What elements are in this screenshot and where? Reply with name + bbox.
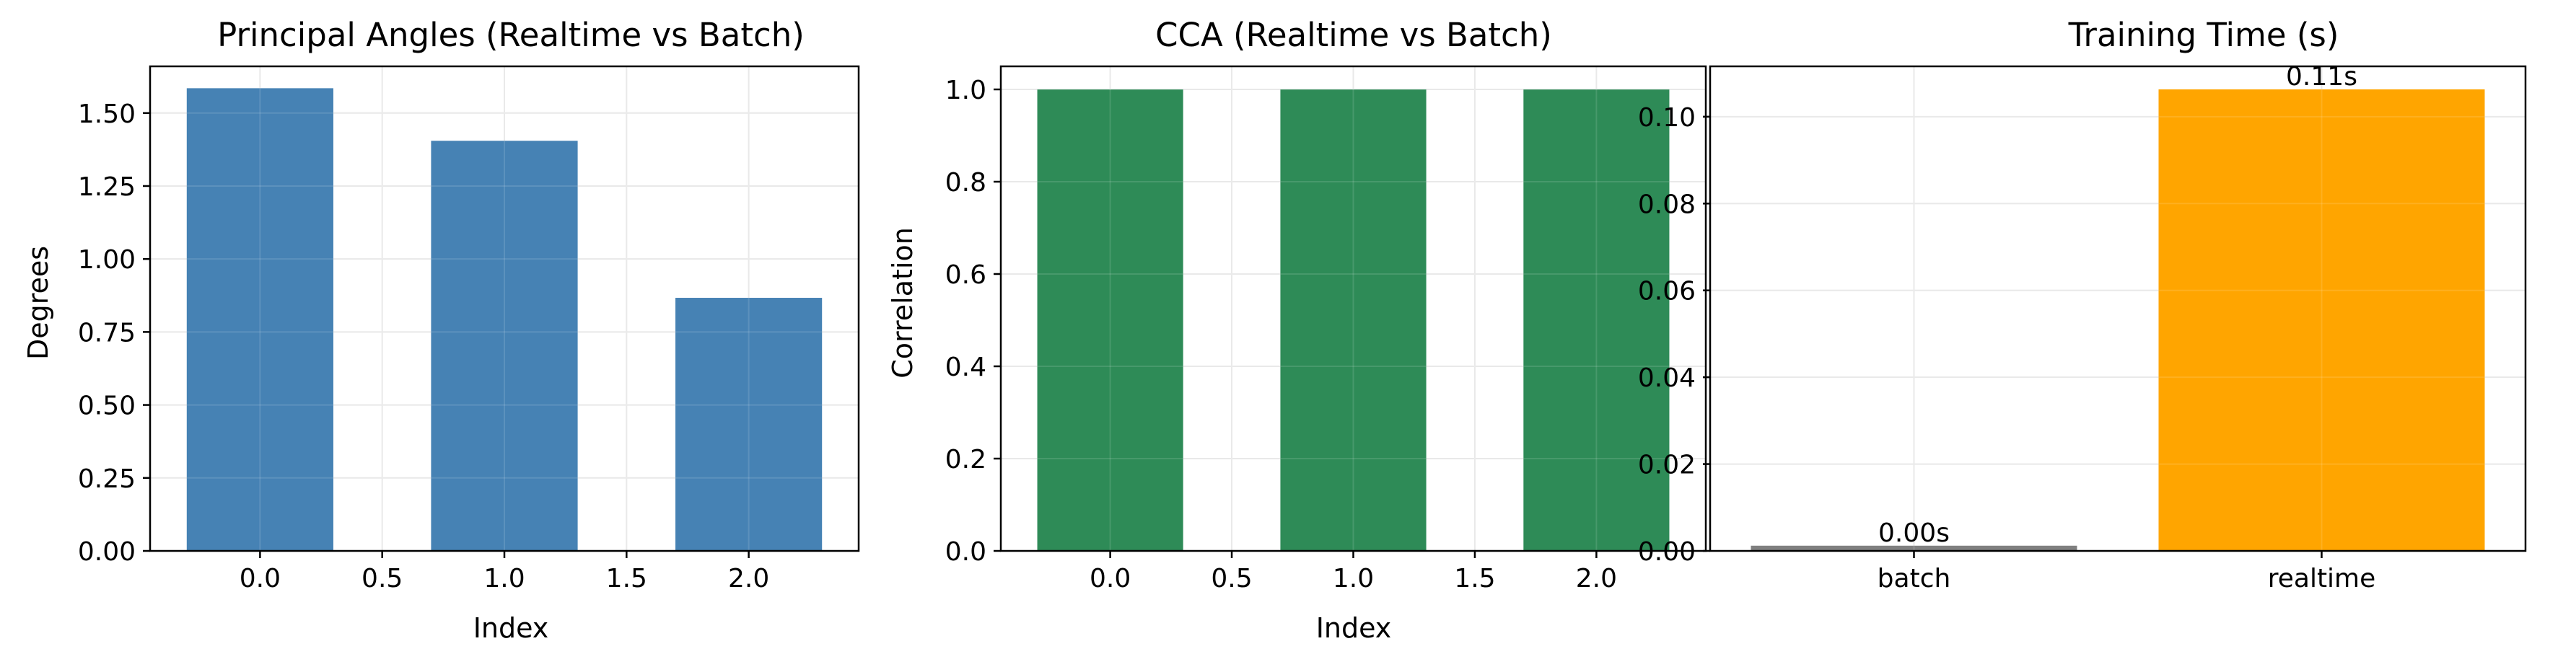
x-tick-label: 1.5	[1454, 564, 1495, 593]
x-tick-label: 0.5	[1211, 564, 1252, 593]
y-axis-label: Correlation	[887, 227, 919, 379]
x-tick-label: 0.0	[240, 564, 281, 593]
y-tick-label: 0.2	[945, 445, 986, 474]
x-tick-label: realtime	[2268, 564, 2376, 593]
bar	[675, 298, 823, 551]
bar	[1037, 89, 1183, 551]
chart-title: Training Time (s)	[2068, 16, 2339, 54]
y-tick-label: 0.75	[78, 318, 136, 348]
bar	[2158, 89, 2485, 551]
y-axis-label: Degrees	[22, 246, 54, 360]
y-tick-label: 0.08	[1638, 190, 1696, 219]
x-tick-label: 1.5	[606, 564, 647, 593]
data-label: 0.00s	[1878, 518, 1950, 548]
y-tick-label: 0.6	[945, 260, 986, 290]
bar	[186, 88, 333, 551]
y-tick-label: 1.00	[78, 245, 136, 275]
x-tick-label: 2.0	[1576, 564, 1617, 593]
y-tick-label: 0.04	[1638, 363, 1696, 393]
y-tick-label: 0.06	[1638, 277, 1696, 306]
y-tick-label: 0.02	[1638, 451, 1696, 480]
x-axis-label: Index	[1316, 612, 1392, 644]
cca-chart: CCA (Realtime vs Batch) Index Correlatio…	[887, 16, 1707, 644]
axes-frame	[1709, 65, 2527, 552]
y-tick-label: 0.25	[78, 464, 136, 494]
y-tick-label: 0.8	[945, 168, 986, 198]
y-tick-label: 1.25	[78, 172, 136, 202]
bar	[431, 141, 578, 552]
bar	[1751, 545, 2077, 551]
x-tick-label: 2.0	[728, 564, 769, 593]
y-tick-label: 1.50	[78, 100, 136, 129]
chart-title: Principal Angles (Realtime vs Batch)	[217, 16, 805, 54]
chart-title: CCA (Realtime vs Batch)	[1155, 16, 1552, 54]
y-tick-label: 0.0	[945, 537, 986, 567]
x-axis-label: Index	[473, 612, 549, 644]
x-tick-label: 1.0	[1333, 564, 1374, 593]
x-tick-label: 1.0	[483, 564, 525, 593]
bar	[1280, 89, 1427, 551]
y-tick-label: 0.00	[78, 537, 136, 567]
y-tick-label: 0.00	[1638, 537, 1696, 567]
x-tick-label: 0.5	[362, 564, 403, 593]
y-tick-label: 0.50	[78, 392, 136, 421]
bar	[1523, 89, 1670, 551]
y-tick-label: 0.4	[945, 353, 986, 382]
principal-angles-chart: Principal Angles (Realtime vs Batch) Ind…	[22, 16, 860, 644]
x-tick-label: 0.0	[1090, 564, 1131, 593]
y-tick-label: 1.0	[945, 76, 986, 105]
y-tick-label: 0.10	[1638, 103, 1696, 133]
x-tick-label: batch	[1878, 564, 1951, 593]
